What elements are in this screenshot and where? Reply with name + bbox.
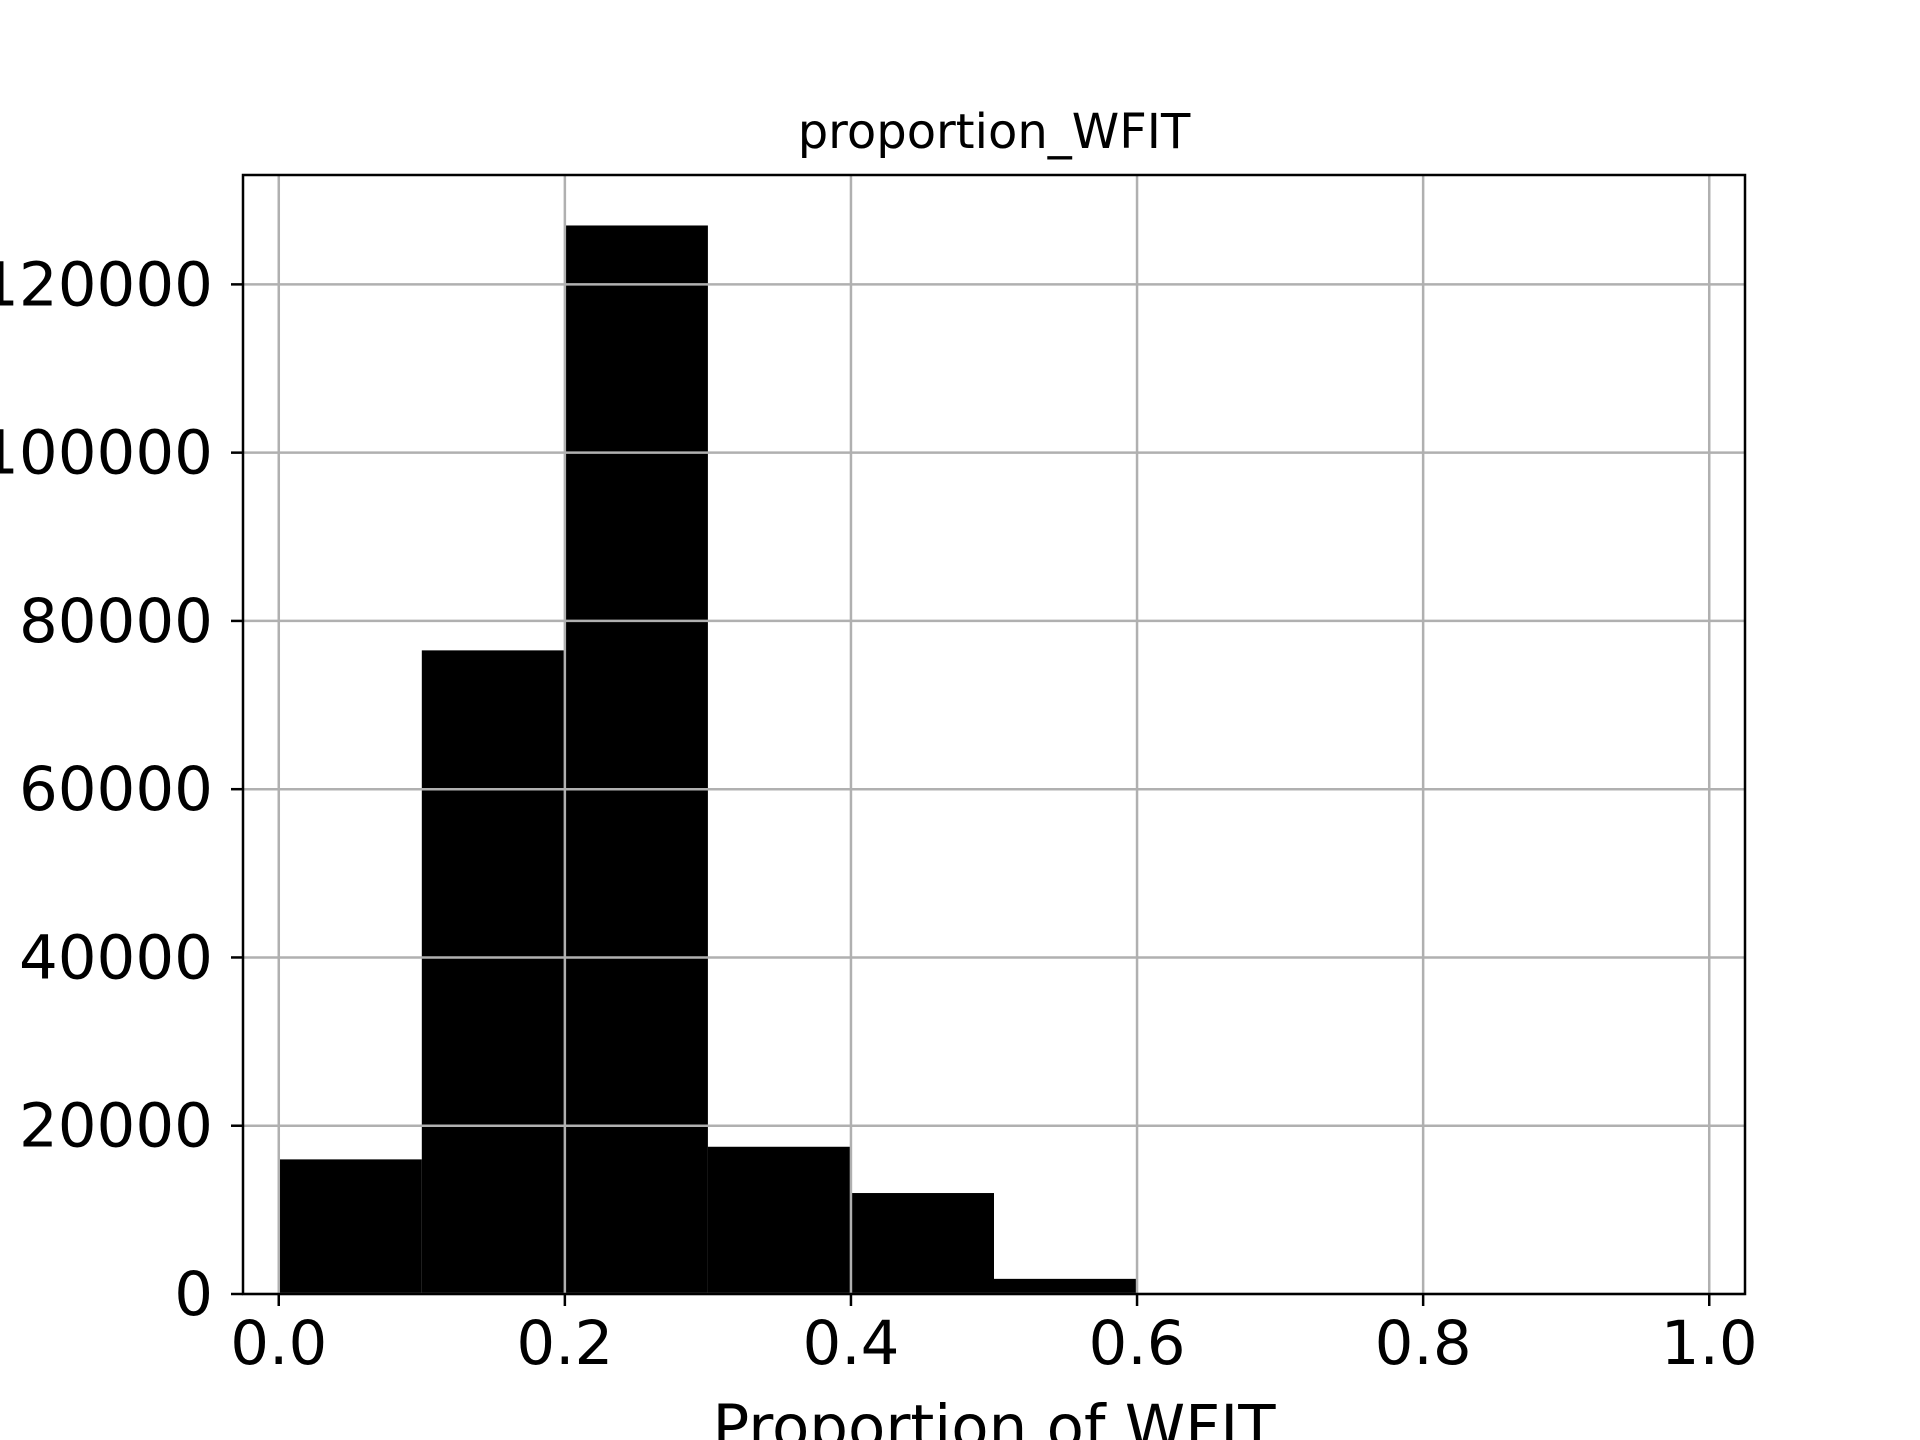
histogram-bar-0 <box>278 1159 422 1294</box>
histogram-bar-1 <box>421 650 565 1294</box>
ticks: 0.0 0.2 0.4 0.6 0.8 1.0 0 20000 40000 60000 80000 1… <box>0 249 1758 1379</box>
x-tick-label-5: 1.0 <box>1661 1308 1758 1379</box>
histogram-bar-3 <box>707 1146 851 1294</box>
y-tick-label-1: 20000 <box>19 1091 213 1162</box>
y-tick-label-6: 120000 <box>0 249 213 320</box>
x-tick-label-4: 0.8 <box>1375 1308 1472 1379</box>
y-tick-label-0: 0 <box>174 1259 213 1330</box>
histogram-bar-2 <box>564 225 708 1294</box>
y-tick-label-5: 100000 <box>0 418 213 489</box>
x-tick-label-3: 0.6 <box>1089 1308 1186 1379</box>
x-axis-title: Proportion of WFIT <box>713 1392 1277 1440</box>
x-tick-label-2: 0.4 <box>802 1308 899 1379</box>
y-tick-label-2: 40000 <box>19 922 213 993</box>
histogram-bar-5 <box>994 1278 1138 1294</box>
x-tick-label-0: 0.0 <box>230 1308 327 1379</box>
y-tick-label-3: 60000 <box>19 754 213 825</box>
axes-frame <box>241 173 1747 1296</box>
x-tick-label-1: 0.2 <box>516 1308 613 1379</box>
y-tick-label-4: 80000 <box>19 586 213 657</box>
chart-title: proportion_WFIT <box>798 104 1191 160</box>
histogram-bar-4 <box>850 1193 994 1294</box>
bars <box>278 225 1138 1294</box>
